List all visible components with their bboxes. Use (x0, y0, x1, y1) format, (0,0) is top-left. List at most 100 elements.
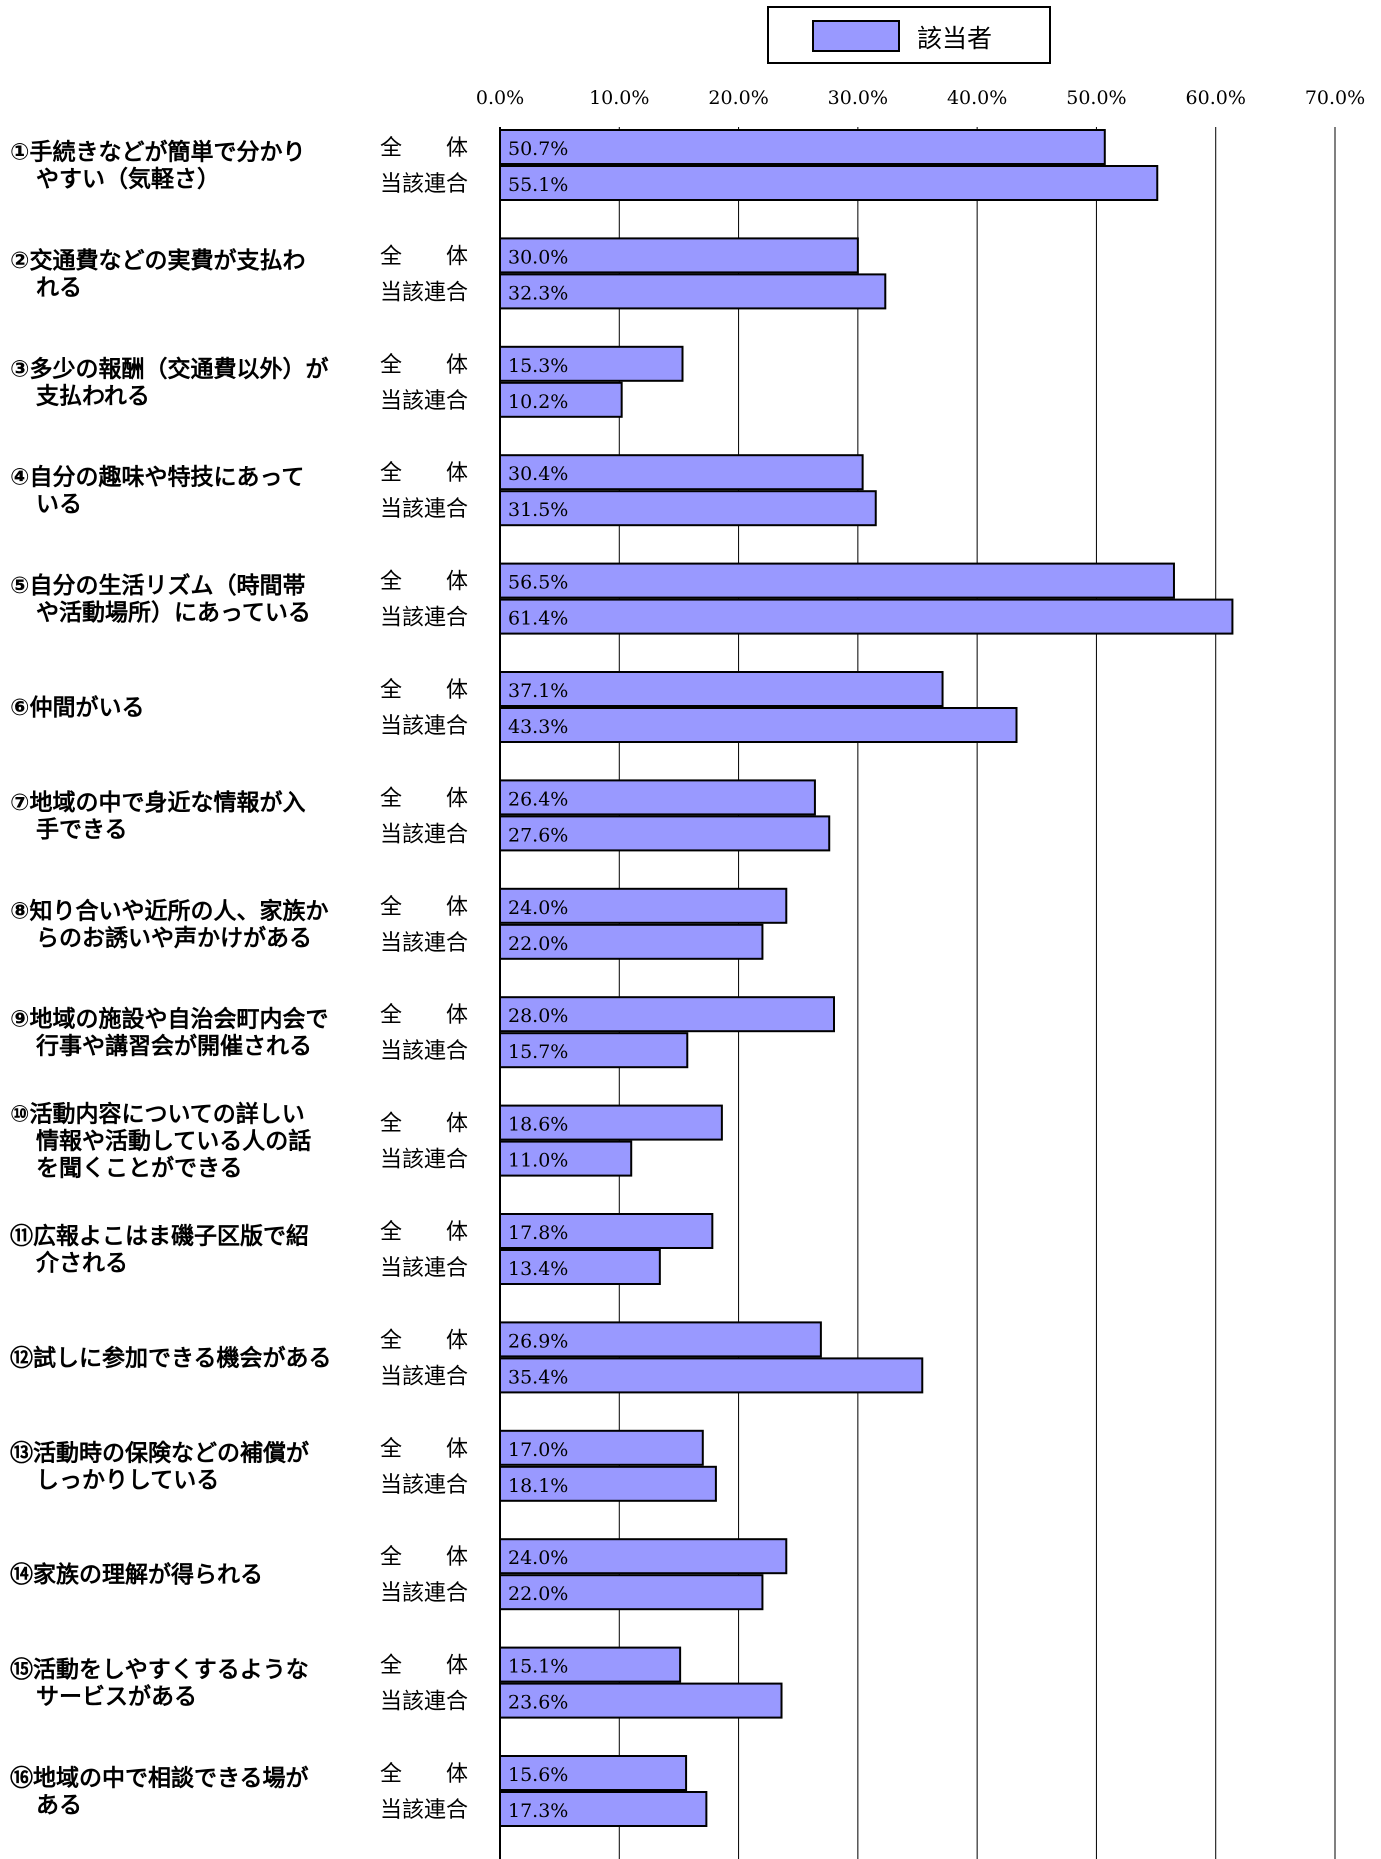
category-label: しっかりしている (36, 1467, 219, 1493)
category-label: ある (36, 1793, 82, 1819)
data-label: 15.1% (508, 1656, 568, 1678)
bar (499, 129, 1106, 165)
data-label: 26.4% (508, 788, 568, 810)
data-label: 32.3% (508, 282, 568, 304)
data-label: 15.6% (508, 1764, 568, 1786)
series-row-label: 当該連合 (380, 1039, 468, 1064)
series-row-label: 全 体 (380, 1654, 468, 1679)
series-row-label: 全 体 (380, 570, 468, 595)
bar (499, 1646, 682, 1683)
data-label: 43.3% (508, 716, 568, 738)
series-row-label: 当該連合 (380, 280, 468, 305)
category-label: 介される (35, 1251, 128, 1277)
series-row-label: 当該連合 (380, 497, 468, 522)
x-tick-label: 30.0% (828, 87, 888, 109)
category-label: ⑯地域の中で相談できる場が (10, 1765, 309, 1792)
series-row-label: 全 体 (380, 1762, 468, 1787)
data-label: 35.4% (508, 1366, 568, 1388)
bar (499, 1682, 783, 1719)
data-label: 11.0% (508, 1150, 568, 1172)
category-label: ⑭家族の理解が得られる (10, 1561, 263, 1588)
data-label: 56.5% (508, 572, 568, 594)
bar (499, 996, 835, 1033)
bar (499, 454, 864, 491)
category-label: や活動場所）にあっている (36, 599, 311, 626)
x-tick-label: 10.0% (589, 87, 649, 109)
category-label: ⑨地域の施設や自治会町内会で (10, 1006, 328, 1033)
series-row-label: 全 体 (380, 786, 468, 811)
category-label: ⑥仲間がいる (10, 694, 144, 721)
series-row-label: 当該連合 (380, 1473, 468, 1498)
bar (499, 1032, 689, 1069)
series-row-label: 全 体 (380, 1437, 468, 1462)
data-label: 50.7% (508, 138, 568, 160)
series-row-label: 全 体 (380, 461, 468, 486)
category-label: ⑦地域の中で身近な情報が入 (10, 789, 305, 816)
series-row-label: 全 体 (380, 1112, 468, 1137)
legend-swatch (812, 20, 900, 52)
category-label: れる (36, 275, 82, 301)
category-label: ⑩活動内容についての詳しい (10, 1101, 305, 1128)
series-row-label: 全 体 (380, 1003, 468, 1028)
bar (499, 1104, 723, 1141)
series-row-label: 当該連合 (380, 931, 468, 956)
category-label: 支払われる (35, 383, 150, 409)
data-label: 18.1% (508, 1475, 568, 1497)
data-label: 17.8% (508, 1222, 568, 1244)
category-label: ⑮活動をしやすくするような (10, 1656, 309, 1683)
series-row-label: 当該連合 (380, 606, 468, 631)
data-label: 61.4% (508, 608, 568, 630)
series-row-label: 全 体 (380, 353, 468, 378)
data-label: 18.6% (508, 1114, 568, 1136)
legend-label: 該当者 (917, 24, 993, 53)
series-row-label: 全 体 (380, 895, 468, 920)
data-label: 10.2% (508, 391, 568, 413)
category-label: いる (36, 492, 82, 518)
bar (499, 1465, 717, 1502)
data-label: 15.7% (508, 1041, 568, 1063)
category-label: 情報や活動している人の話 (36, 1128, 311, 1155)
category-label: ⑪広報よこはま磯子区版で紹 (10, 1223, 309, 1250)
bar (499, 1213, 714, 1249)
category-label: サービスがある (36, 1683, 197, 1710)
bar (499, 1140, 633, 1177)
series-row-label: 当該連合 (380, 822, 468, 847)
bar (499, 1429, 704, 1466)
bar (499, 923, 764, 960)
bar (499, 815, 831, 852)
data-label: 17.3% (508, 1800, 568, 1822)
category-label: ⑧知り合いや近所の人、家族か (10, 897, 328, 924)
bar (499, 1755, 688, 1791)
category-label: ②交通費などの実費が支払わ (10, 247, 305, 274)
bar (499, 598, 1234, 635)
data-label: 30.4% (508, 463, 568, 485)
x-tick-label: 40.0% (947, 87, 1007, 109)
category-label: 手できる (36, 817, 128, 843)
data-label: 37.1% (508, 680, 568, 702)
series-row-label: 全 体 (380, 678, 468, 703)
bar (499, 562, 1175, 599)
series-row-label: 当該連合 (380, 172, 468, 197)
series-row-label: 全 体 (380, 1328, 468, 1353)
series-row-label: 全 体 (380, 136, 468, 161)
x-tick-label: 50.0% (1066, 87, 1126, 109)
x-tick-label: 20.0% (708, 87, 768, 109)
data-label: 23.6% (508, 1692, 568, 1714)
category-label: らのお誘いや声かけがある (36, 924, 312, 951)
data-label: 26.9% (508, 1330, 568, 1352)
category-label: を聞くことができる (36, 1155, 243, 1182)
x-tick-label: 70.0% (1305, 87, 1365, 109)
bar (499, 1357, 924, 1394)
category-label: ⑫試しに参加できる機会がある (10, 1344, 332, 1371)
data-label: 17.0% (508, 1439, 568, 1461)
data-label: 31.5% (508, 499, 568, 521)
legend: 該当者 (767, 6, 1051, 64)
series-row-label: 全 体 (380, 1545, 468, 1570)
bar (499, 887, 788, 924)
series-row-label: 当該連合 (380, 1148, 468, 1173)
bar (499, 671, 944, 707)
category-label: ⑤自分の生活リズム（時間帯 (10, 572, 305, 599)
series-row-label: 全 体 (380, 1220, 468, 1245)
data-label: 15.3% (508, 355, 568, 377)
